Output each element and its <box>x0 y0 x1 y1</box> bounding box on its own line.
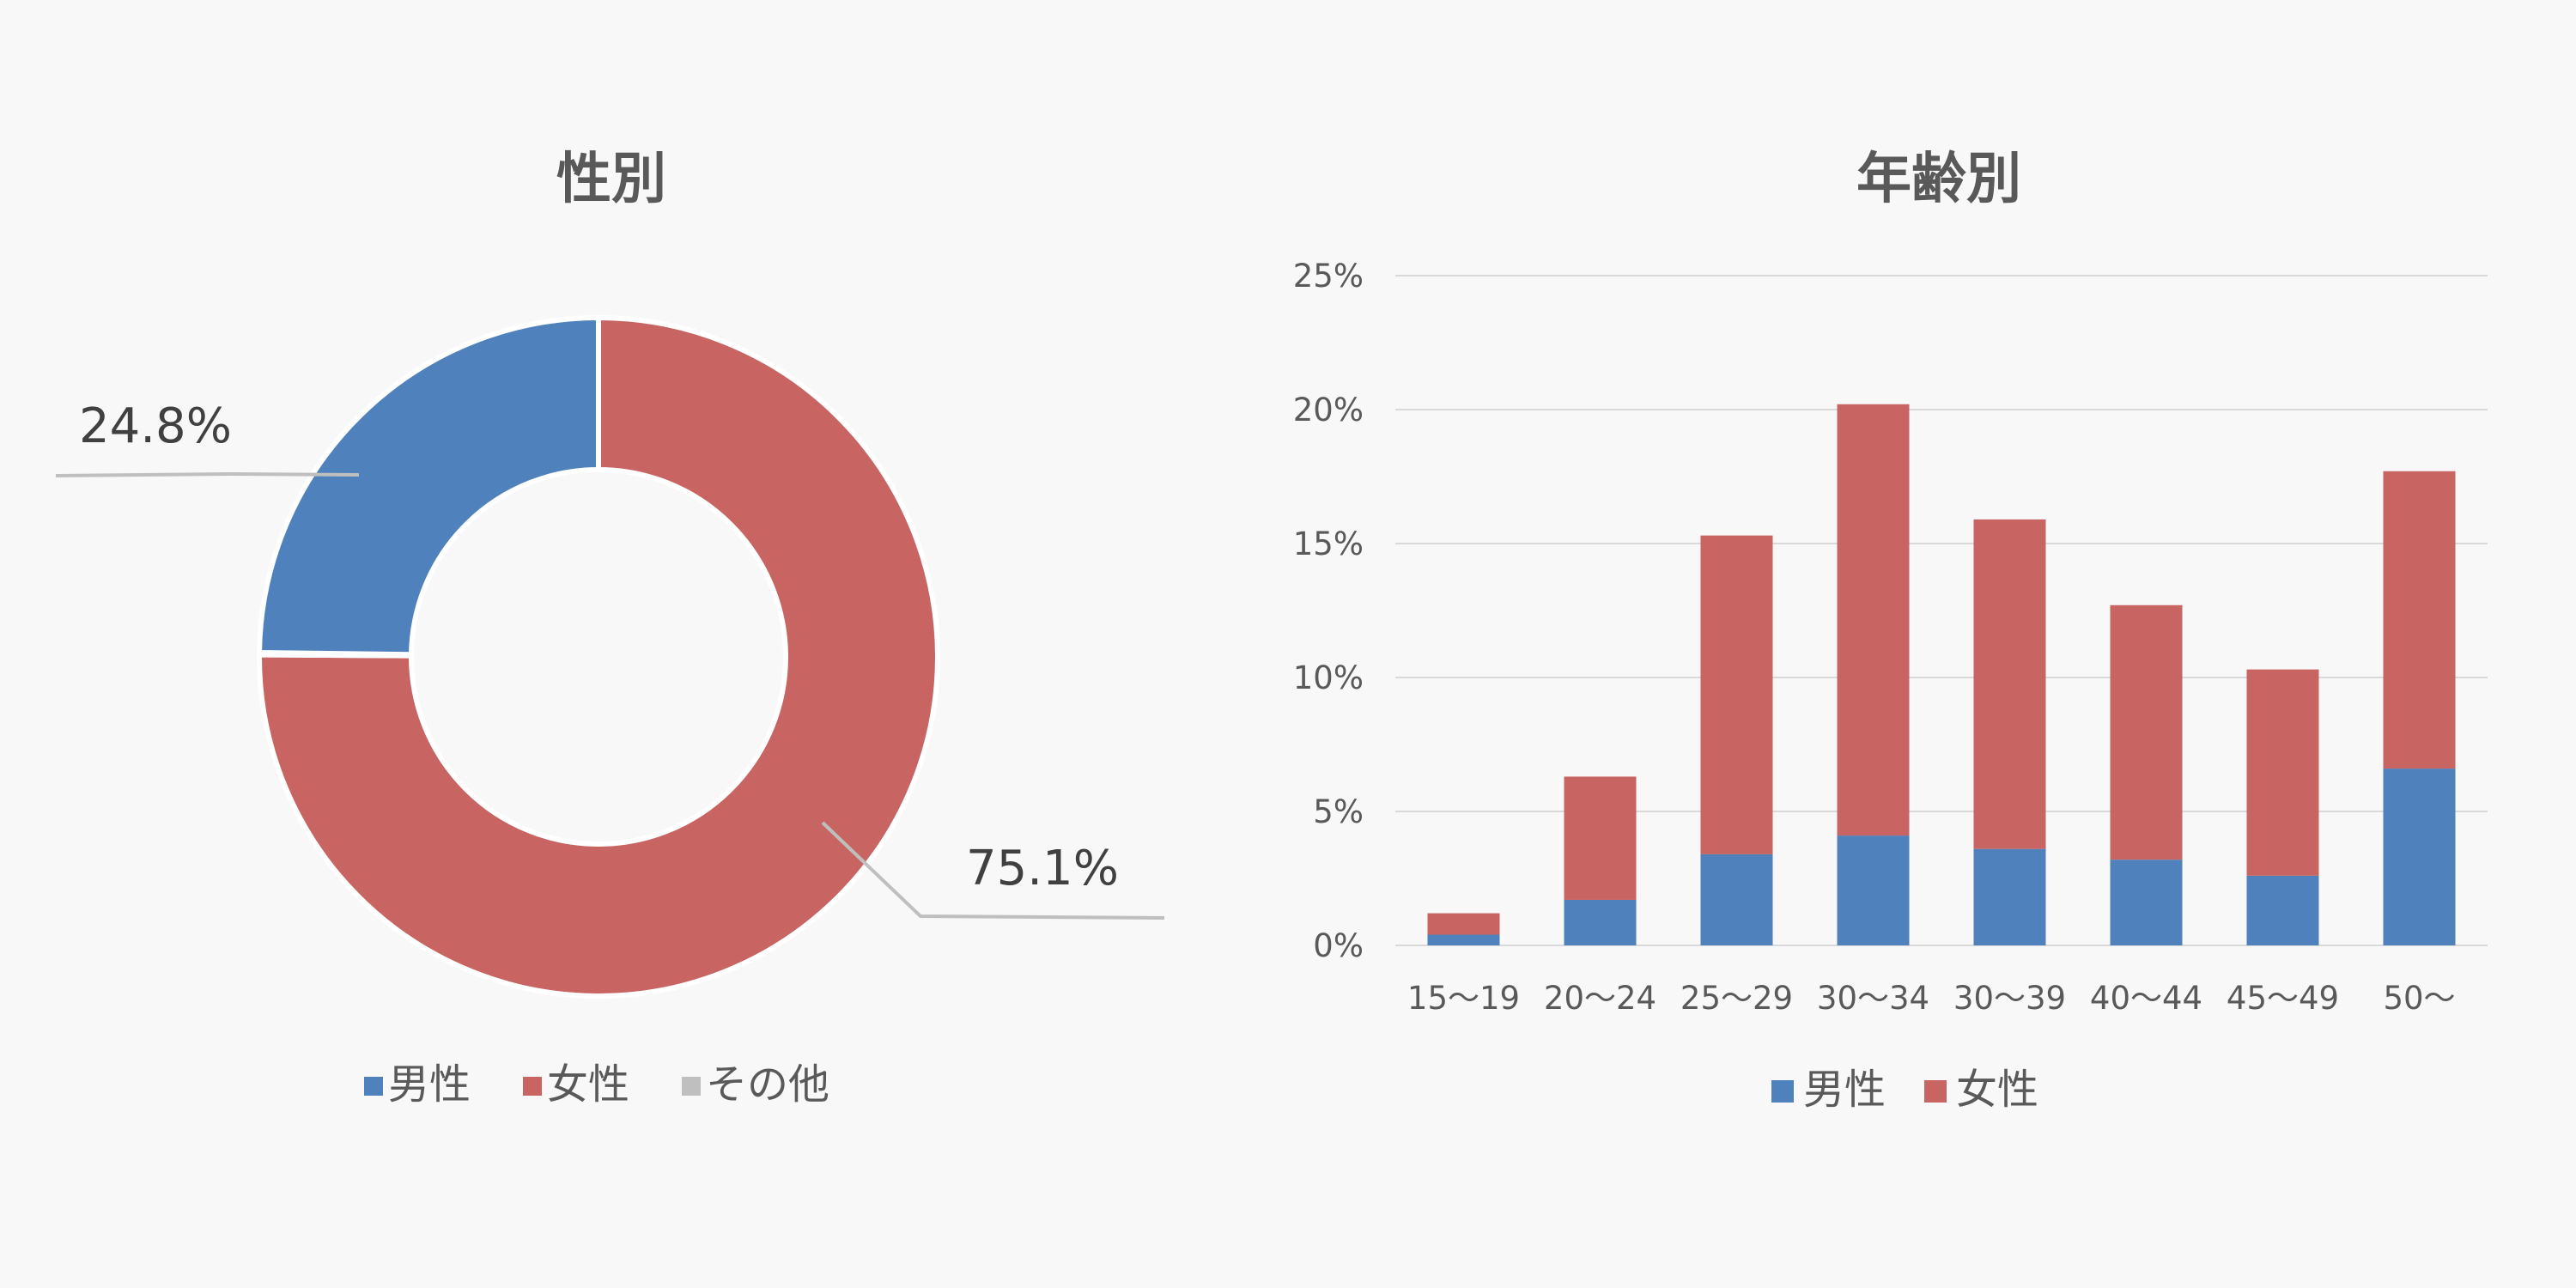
legend-swatch-male <box>364 1077 383 1096</box>
legend-item-male: 男性 <box>1771 1066 1886 1114</box>
data-label-female: 75.1% <box>966 841 1119 896</box>
y-tick-label: 5% <box>1313 793 1364 830</box>
y-tick-label: 20% <box>1293 392 1364 428</box>
bar-male <box>1564 899 1637 945</box>
bar-chart-gridlines <box>1395 275 2488 946</box>
bar-female <box>1837 404 1910 836</box>
legend-label-female: 女性 <box>1956 1066 2038 1114</box>
legend-label-male: 男性 <box>388 1060 471 1109</box>
bar-female <box>1973 519 2046 849</box>
x-tick-label: 40～44 <box>2090 980 2202 1017</box>
x-tick-label: 25～29 <box>1680 980 1793 1017</box>
bar-male <box>2383 769 2456 945</box>
bar-male <box>1700 854 1773 945</box>
bar-male <box>1427 934 1500 945</box>
bar-female <box>2383 471 2456 769</box>
legend-item-other: その他 <box>682 1060 829 1109</box>
donut-slices <box>256 314 940 999</box>
x-tick-label: 50～ <box>2383 980 2455 1017</box>
legend-item-male: 男性 <box>364 1060 471 1109</box>
data-label-male: 24.8% <box>79 398 232 454</box>
bar-male <box>1973 848 2046 945</box>
legend-swatch-male <box>1771 1080 1794 1103</box>
legend-swatch-female <box>523 1077 542 1096</box>
bar-chart-y-axis: 0% 5% 10% 15% 20% 25% <box>1293 258 1364 964</box>
donut-slice-male <box>256 314 601 658</box>
leader-line-female <box>821 821 1165 920</box>
bar-male <box>2246 875 2319 945</box>
bar-chart-x-axis: 15～19 20～24 25～29 30～34 30～39 40～44 45～49 50～ <box>1407 980 2456 1017</box>
x-tick-label: 45～49 <box>2227 980 2339 1017</box>
donut-slice-female <box>257 314 940 999</box>
donut-chart-title: 性別 <box>556 148 666 211</box>
legend-label-female: 女性 <box>547 1060 629 1109</box>
legend-label-other: その他 <box>706 1060 829 1109</box>
bar-male <box>1837 835 1910 945</box>
y-tick-label: 15% <box>1293 526 1364 562</box>
y-tick-label: 10% <box>1293 659 1364 696</box>
bar-male <box>2110 860 2183 945</box>
bar-chart-bars <box>1427 404 2456 945</box>
x-tick-label: 20～24 <box>1544 980 1656 1017</box>
legend-item-female: 女性 <box>523 1060 629 1109</box>
bar-female <box>2246 669 2319 876</box>
donut-legend: 男性 女性 その他 <box>364 1060 829 1109</box>
x-tick-label: 30～39 <box>1953 980 2066 1017</box>
legend-swatch-other <box>682 1077 701 1096</box>
y-tick-label: 25% <box>1293 258 1364 295</box>
bar-legend: 男性 女性 <box>1771 1066 2038 1114</box>
legend-swatch-female <box>1924 1080 1947 1103</box>
y-tick-label: 0% <box>1313 927 1364 964</box>
bar-chart-title: 年齢別 <box>1856 148 2021 211</box>
leader-line-male <box>55 471 360 477</box>
legend-label-male: 男性 <box>1803 1066 1886 1114</box>
gender-donut-chart: 性別 24.8% 75.1% 男性 女性 その他 <box>55 148 1165 1109</box>
x-tick-label: 30～34 <box>1817 980 1929 1017</box>
bar-female <box>1700 535 1773 854</box>
bar-female <box>1564 776 1637 900</box>
bar-female <box>2110 605 2183 860</box>
age-bar-chart: 年齢別 0% 5% 10% 15% 20% 25% 15～19 20～24 25～29 30～3… <box>1293 148 2488 1114</box>
x-tick-label: 15～19 <box>1407 980 1520 1017</box>
bar-female <box>1427 913 1500 935</box>
legend-item-female: 女性 <box>1924 1066 2038 1114</box>
